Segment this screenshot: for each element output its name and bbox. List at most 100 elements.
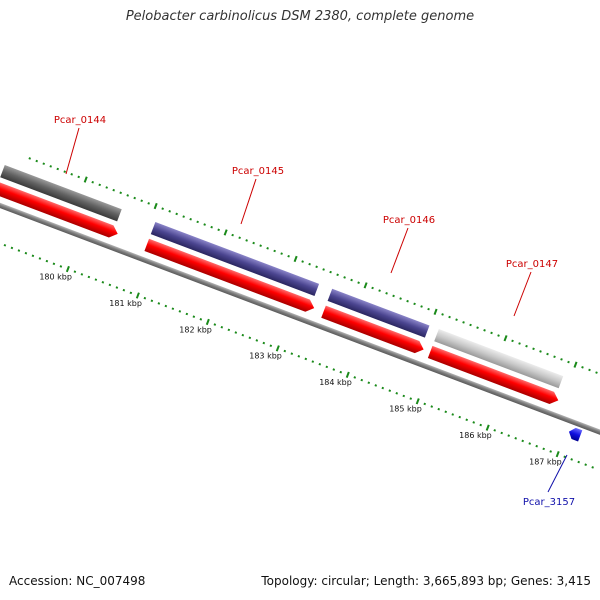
outer-minor-tick [168,210,171,213]
outer-minor-tick [238,236,241,240]
inner-major-tick [345,371,350,378]
cds-arrow-pcar-0147[interactable] [427,345,561,407]
inner-minor-tick [479,423,483,427]
outer-minor-tick [378,289,381,292]
inner-minor-tick [94,278,98,281]
inner-minor-tick [325,365,329,369]
inner-minor-tick [59,265,63,268]
inner-minor-tick [374,384,378,387]
inner-minor-tick [262,341,266,345]
inner-major-tick [65,265,70,273]
outer-minor-tick [105,186,108,189]
inner-minor-tick [318,362,322,366]
outer-minor-tick [427,307,430,311]
gene-label-pcar-0144[interactable]: Pcar_0144 [54,115,106,126]
gene-bar-pcar-3157[interactable] [567,426,583,442]
inner-minor-tick [283,349,287,353]
cds-arrow-pcar-0144[interactable] [0,181,120,240]
outer-minor-tick [315,265,318,269]
scale-labels: 180 kbp 181 kbp 182 kbp 183 kbp 184 kbp 185 k… [39,272,562,466]
outer-minor-tick [329,270,332,274]
inner-minor-tick [31,254,35,258]
inner-minor-tick [353,376,357,379]
cds-arrow-pcar-0145[interactable] [144,238,316,314]
leader-pcar-3157 [547,454,568,493]
inner-minor-tick [164,304,168,308]
outer-minor-tick [588,368,591,372]
inner-minor-tick [185,312,189,316]
outer-minor-tick [581,366,584,369]
outer-minor-tick [133,196,136,200]
inner-minor-tick [528,442,531,445]
outer-minor-tick [462,321,465,324]
inner-major-tick [555,450,560,458]
inner-minor-tick [549,450,552,453]
inner-minor-tick [584,463,587,467]
outer-minor-tick [511,339,514,343]
outer-minor-tick [126,194,129,197]
inner-minor-tick [507,434,510,437]
outer-minor-tick [56,167,60,171]
outer-minor-tick [112,188,115,192]
outer-minor-tick [70,173,74,176]
outer-minor-tick [476,326,479,329]
inner-minor-tick [115,286,119,289]
inner-minor-tick [143,296,147,300]
outer-minor-tick [182,215,185,218]
gene-label-pcar-0146[interactable]: Pcar_0146 [383,215,435,226]
inner-minor-tick [192,315,196,318]
inner-minor-tick [493,429,497,432]
inner-minor-tick [451,413,455,416]
gene-label-pcar-3157[interactable]: Pcar_3157 [523,497,575,508]
outer-minor-tick [469,323,472,327]
inner-minor-tick [220,325,224,329]
inner-minor-tick [332,368,336,371]
inner-minor-tick [458,415,462,419]
inner-minor-tick [381,386,385,390]
inner-minor-tick [73,270,77,274]
outer-minor-tick [210,225,213,229]
outer-minor-tick [203,223,206,226]
scale-tick-label: 187 kbp [529,457,562,466]
leader-pcar-0146 [390,227,409,274]
scale-tick-label: 180 kbp [39,272,72,281]
outer-major-tick [293,255,298,263]
outer-major-tick [223,229,228,236]
inner-minor-tick [577,460,580,464]
cds-arrow-pcar-0146[interactable] [321,305,426,356]
scale-tick-label: 184 kbp [319,378,352,387]
outer-minor-tick [336,273,339,277]
label-leaders [65,127,568,493]
outer-minor-tick [266,247,269,250]
inner-minor-tick [52,262,56,266]
inner-minor-tick [304,357,308,361]
outer-minor-tick [252,241,255,245]
gene-bar-pcar-0146[interactable] [327,288,430,338]
inner-minor-tick [122,288,126,292]
outer-major-tick [503,335,508,342]
inner-minor-tick [437,407,441,411]
outer-minor-tick [392,294,395,298]
outer-minor-tick [280,252,283,255]
outer-minor-tick [595,371,598,374]
gene-label-pcar-0145[interactable]: Pcar_0145 [232,166,284,177]
gene-bar-pcar-0147[interactable] [434,329,564,389]
inner-minor-tick [248,336,252,340]
inner-minor-tick [395,392,399,395]
outer-minor-tick [420,305,423,308]
outer-minor-tick [448,315,451,319]
outer-minor-tick [399,297,402,300]
inner-minor-tick [3,243,7,247]
gene-label-pcar-0147[interactable]: Pcar_0147 [506,259,558,270]
inner-minor-tick [24,251,28,255]
outer-minor-tick [175,212,178,216]
inner-minor-tick [234,331,238,334]
outer-minor-tick [455,318,458,322]
inner-minor-tick [444,410,448,414]
gene-bar-pcar-0144[interactable] [0,165,122,222]
outer-major-tick [83,176,88,183]
gene-bar-pcar-0145[interactable] [150,221,320,296]
outer-minor-tick [553,355,556,359]
outer-minor-tick [91,180,94,184]
